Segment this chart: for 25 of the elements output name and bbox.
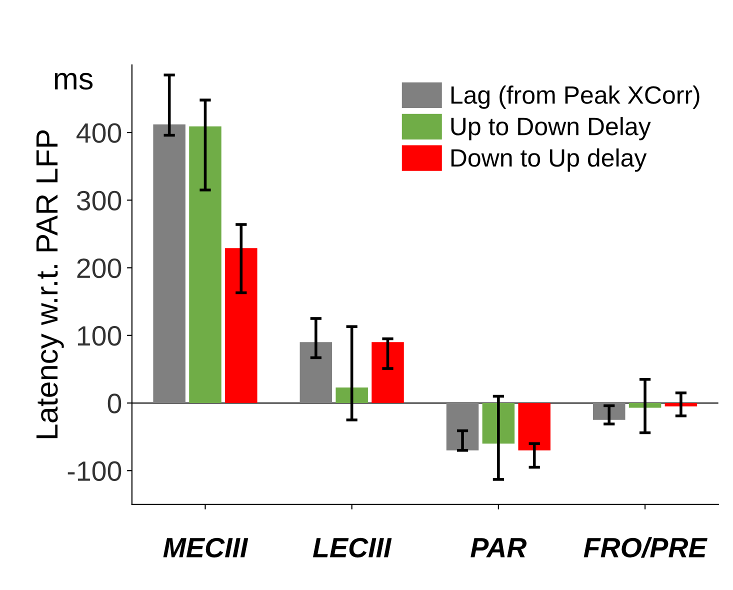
x-tick-label: LECIII (312, 538, 392, 558)
bar (153, 124, 186, 404)
bar (664, 403, 698, 406)
x-tick-label: PAR (470, 538, 527, 558)
legend-label: Lag (from Peak XCorr) (451, 86, 700, 109)
y-tick-label: -100 (68, 461, 122, 481)
y-tick-label: 400 (76, 123, 122, 143)
x-tick-label: FRO/PRE (584, 537, 708, 558)
text: ms (54, 72, 93, 90)
x-tick-label: MECIII (163, 538, 248, 558)
legend-label: Up to Down Delay (451, 116, 651, 140)
legend-label: Down to Up delay (451, 148, 647, 172)
bar (446, 403, 479, 450)
y-tick-label: 200 (77, 258, 122, 278)
bar (189, 126, 222, 404)
bar (300, 342, 332, 404)
bar (336, 387, 368, 404)
y-tick-label: 100 (78, 326, 122, 346)
bar (518, 403, 550, 450)
y-tick-label: 300 (76, 190, 122, 210)
bar (225, 248, 258, 404)
y-tick-label: 0 (108, 394, 122, 414)
y-axis-title: Latency w.r.t. PAR LFP (36, 130, 64, 438)
bar (372, 342, 404, 404)
bar (482, 403, 515, 444)
